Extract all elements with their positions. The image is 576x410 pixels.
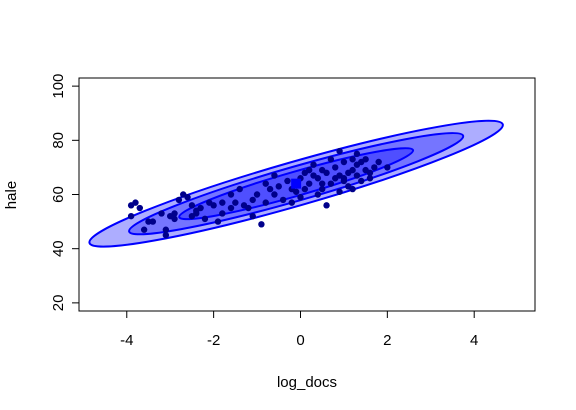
data-point	[188, 202, 196, 209]
data-point	[219, 199, 226, 206]
data-point	[349, 185, 356, 193]
data-point	[319, 180, 326, 187]
data-point	[371, 164, 378, 171]
data-point	[279, 196, 287, 204]
data-point	[258, 221, 265, 228]
data-point	[340, 158, 348, 166]
y-tick-label: 100	[50, 74, 67, 99]
data-point	[301, 185, 309, 193]
data-point	[327, 180, 335, 187]
x-tick-label: 4	[470, 332, 478, 349]
data-point	[349, 166, 356, 174]
data-point	[262, 199, 269, 206]
data-point	[353, 172, 361, 179]
data-point	[275, 183, 282, 190]
data-point	[358, 177, 365, 185]
y-tick-label: 60	[50, 186, 67, 203]
data-point	[262, 180, 269, 187]
data-point	[314, 191, 322, 198]
y-axis-label: hale	[3, 181, 20, 209]
x-tick-label: -4	[120, 332, 133, 349]
x-tick-label: 0	[296, 332, 304, 349]
data-point	[127, 212, 135, 220]
data-point	[249, 196, 256, 204]
data-point	[384, 164, 391, 171]
y-tick-label: 40	[50, 240, 67, 257]
data-point	[227, 204, 235, 212]
data-point	[219, 210, 226, 217]
data-point	[366, 175, 374, 182]
data-point	[201, 215, 209, 223]
data-point	[266, 185, 274, 193]
data-point	[375, 158, 382, 166]
data-point	[171, 210, 178, 217]
data-point	[236, 185, 243, 193]
data-point	[162, 231, 170, 239]
data-point	[314, 175, 322, 182]
data-point	[271, 191, 278, 198]
data-point	[332, 164, 339, 171]
data-point	[297, 194, 304, 201]
data-point	[253, 191, 261, 198]
data-point	[305, 180, 313, 187]
x-axis: -4 -2 0 2 4	[120, 310, 478, 349]
data-point	[340, 175, 348, 182]
data-point	[158, 210, 165, 217]
data-point	[336, 188, 343, 195]
data-point	[171, 215, 178, 223]
data-point	[210, 202, 217, 209]
data-point	[132, 199, 139, 206]
data-point	[336, 147, 343, 155]
data-point	[193, 207, 200, 214]
data-point	[288, 199, 295, 206]
data-point	[305, 166, 313, 174]
data-point	[362, 156, 369, 163]
data-point	[323, 202, 330, 209]
data-point	[232, 199, 239, 206]
x-axis-label: log_docs	[277, 374, 337, 391]
data-point	[140, 226, 148, 233]
data-point	[349, 156, 356, 163]
data-point	[145, 218, 152, 225]
y-tick-label: 80	[50, 132, 67, 149]
data-point	[184, 194, 191, 201]
data-point	[188, 212, 196, 220]
data-point	[310, 161, 317, 168]
data-point	[327, 156, 335, 163]
data-point	[227, 191, 235, 198]
x-tick-label: 2	[383, 332, 391, 349]
data-point	[271, 172, 278, 179]
data-point	[249, 212, 256, 220]
center-point	[291, 178, 302, 189]
data-point	[214, 218, 222, 225]
data-point	[240, 202, 248, 209]
data-point	[136, 204, 143, 212]
data-point	[323, 169, 330, 177]
data-point	[366, 169, 374, 177]
data-point	[162, 226, 170, 233]
data-point	[175, 196, 183, 204]
data-point	[353, 150, 361, 158]
points-layer	[127, 147, 391, 239]
y-tick-label: 20	[50, 295, 67, 312]
x-tick-label: -2	[207, 332, 220, 349]
data-point	[284, 177, 291, 185]
data-point	[319, 185, 326, 193]
y-axis: 20 40 60 80 100	[50, 74, 80, 312]
